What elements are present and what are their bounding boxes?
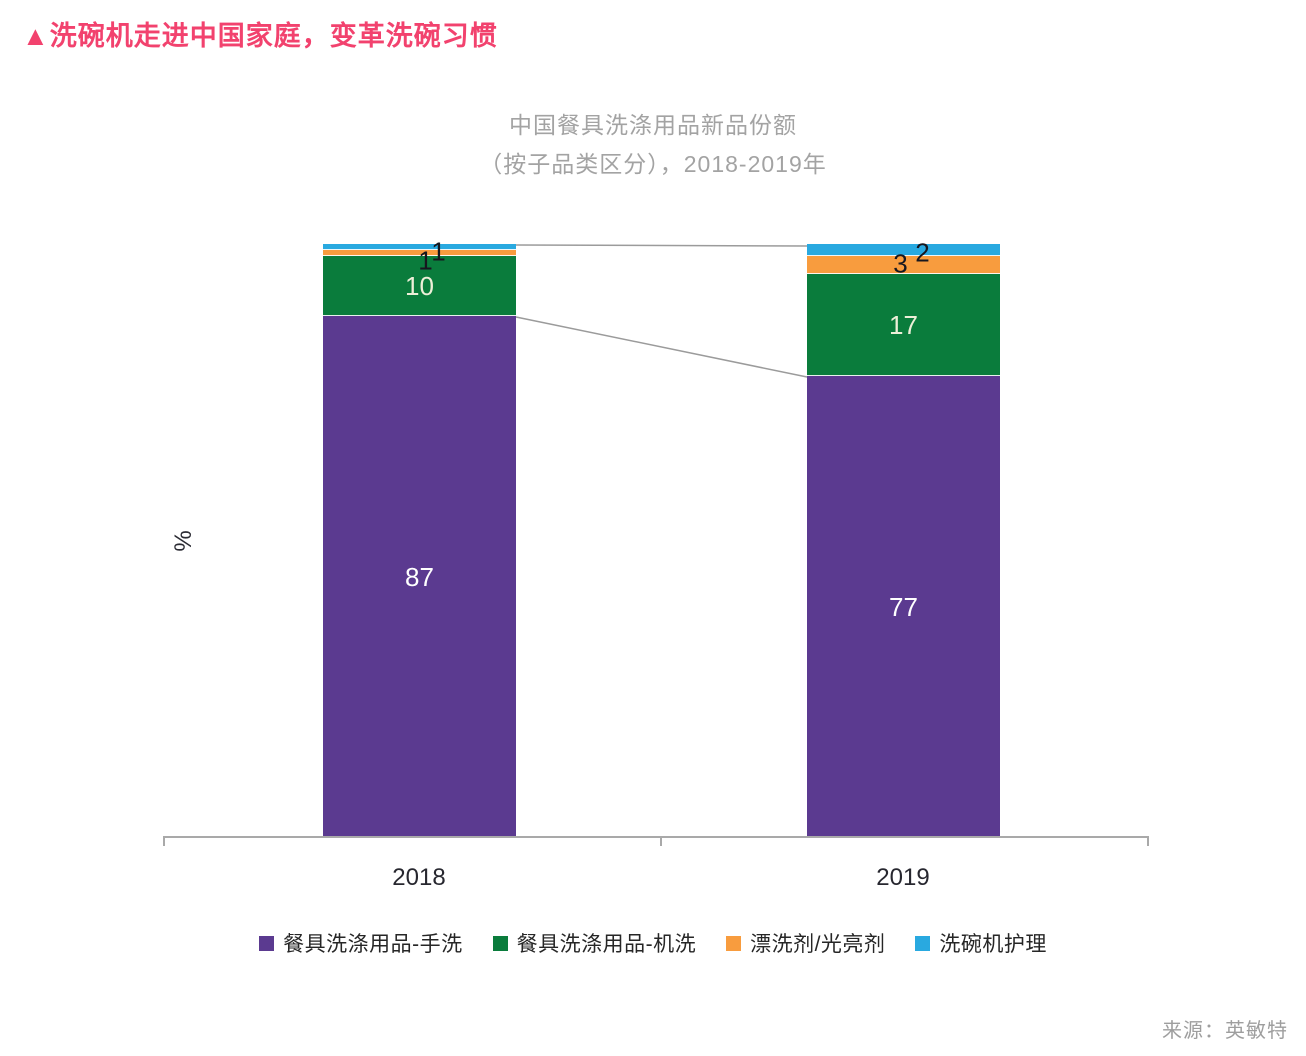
legend-label: 餐具洗涤用品-机洗 (516, 933, 697, 956)
legend-item-rinse-aid: 漂洗剂/光亮剂 (726, 928, 885, 958)
bar-segment-2018-series3 (323, 244, 516, 250)
legend-label: 洗碗机护理 (939, 933, 1047, 956)
legend-marker-blue (915, 935, 931, 951)
legend-marker-orange (726, 935, 742, 951)
bar-segment-2019-series3 (807, 244, 1000, 256)
legend-marker-green (492, 935, 508, 951)
legend-item-dishwasher-care: 洗碗机护理 (915, 928, 1047, 958)
bar-segment-2018-series0 (323, 316, 516, 838)
x-axis-label-2018: 2018 (392, 864, 446, 891)
x-axis-tick-center (660, 836, 662, 846)
bar-segment-2018-series2 (323, 250, 516, 256)
x-axis-tick-left (163, 836, 165, 846)
legend-item-handwash: 餐具洗涤用品-手洗 (259, 928, 463, 958)
data-label-2018-series3: 1 (431, 236, 446, 267)
data-label-2019-series2: 3 (893, 248, 908, 279)
x-axis-label-2019: 2019 (876, 864, 930, 891)
bar-segment-2019-series0 (807, 376, 1000, 838)
bar-segment-2019-series2 (807, 256, 1000, 274)
legend-item-machinewash: 餐具洗涤用品-机洗 (492, 928, 697, 958)
chart-title-line-1: 中国餐具洗涤用品新品份额 (509, 112, 797, 138)
data-label-2018-series1: 10 (405, 270, 434, 301)
legend-marker-purple (259, 935, 275, 951)
data-label-2018-series0: 87 (405, 561, 434, 592)
data-label-2019-series1: 17 (889, 309, 918, 340)
legend-label: 餐具洗涤用品-手洗 (283, 933, 463, 956)
chart-legend: 餐具洗涤用品-手洗 餐具洗涤用品-机洗 漂洗剂/光亮剂 洗碗机护理 (0, 928, 1306, 958)
chart-title: 中国餐具洗涤用品新品份额 （按子品类区分），2018-2019年 (173, 106, 1133, 184)
bar-segment-2019-series1 (807, 274, 1000, 376)
page-title: ▲洗碗机走进中国家庭，变革洗碗习惯 (22, 21, 498, 51)
data-label-2019-series3: 2 (915, 237, 930, 268)
chart-title-line-2: （按子品类区分），2018-2019年 (479, 151, 827, 177)
x-axis-line (163, 836, 1149, 838)
data-label-2019-series0: 77 (889, 591, 918, 622)
bar-segment-2018-series1 (323, 256, 516, 316)
data-label-2018-series2: 1 (418, 245, 433, 276)
legend-label: 漂洗剂/光亮剂 (750, 933, 886, 956)
x-axis-tick-right (1147, 836, 1149, 846)
source-note: 来源：英敏特 (1162, 1020, 1288, 1042)
